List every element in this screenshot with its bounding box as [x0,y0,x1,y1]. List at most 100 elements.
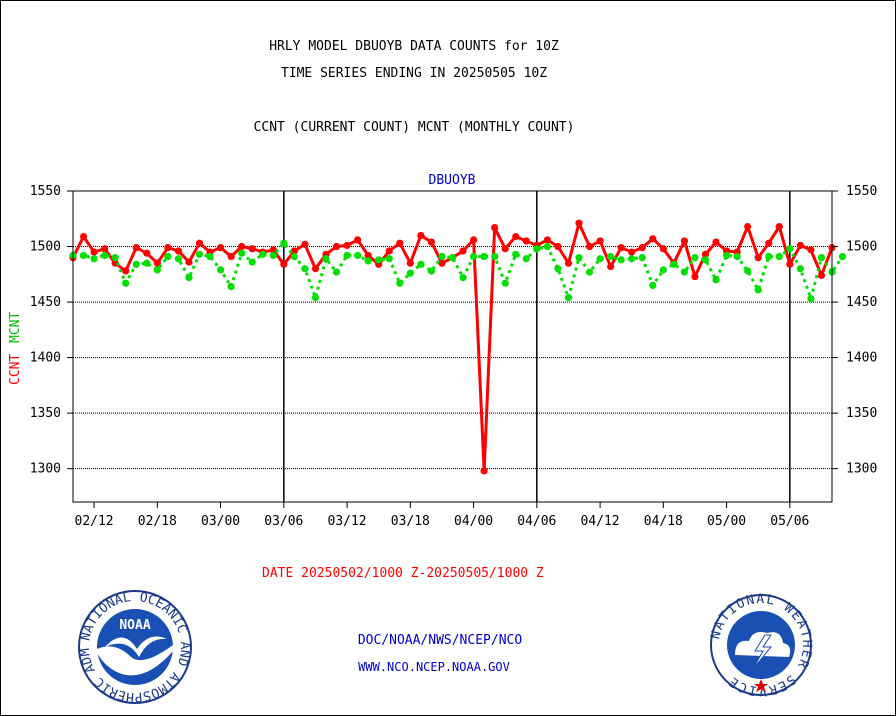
data-point-ccnt [512,232,520,241]
data-point-ccnt [817,271,826,280]
data-point-mcnt [659,266,667,274]
y-tick-label-right: 1550 [846,184,877,199]
data-point-mcnt [153,266,161,274]
data-point-ccnt [227,252,235,261]
data-point-mcnt [649,281,657,290]
y-tick-label-left: 1500 [30,240,61,255]
data-point-mcnt [501,279,509,287]
website-text: WWW.NCO.NCEP.NOAA.GOV [358,660,510,674]
data-point-mcnt [216,266,225,274]
noaa-logo: NATIONAL OCEANIC AND ATMOSPHERIC ADMINIS… [75,587,192,704]
y-tick-label-left: 1300 [30,462,61,477]
noaa-wordmark: NOAA [119,618,150,633]
data-point-ccnt [649,235,657,243]
data-point-ccnt [301,240,309,248]
data-point-mcnt [90,255,98,263]
data-point-mcnt [111,254,119,262]
data-point-ccnt [385,247,393,255]
data-point-ccnt [712,238,720,246]
chart-title-line2: TIME SERIES ENDING IN 20250505 10Z [280,66,548,81]
data-point-mcnt [533,245,541,253]
data-point-ccnt [280,260,288,268]
data-point-mcnt [469,252,478,261]
data-point-ccnt [522,237,530,245]
y-axis-label-mcnt: MCNT [8,312,23,343]
data-point-mcnt [385,255,393,263]
data-point-mcnt [512,250,520,258]
data-point-mcnt [754,286,762,294]
data-point-mcnt [765,252,773,261]
y-tick-label-right: 1300 [846,462,877,477]
data-point-mcnt [786,245,794,253]
data-point-ccnt [659,245,667,253]
nws-logo: NATIONAL WEATHER SERVICE [709,593,813,697]
data-point-ccnt [607,262,615,271]
x-tick-label: 02/12 [75,514,114,529]
y-tick-label-left: 1550 [30,184,61,199]
data-point-ccnt [617,244,625,252]
data-point-ccnt [238,242,246,251]
data-point-mcnt [427,267,436,275]
data-point-mcnt [301,265,309,273]
data-point-mcnt [638,254,646,262]
data-point-ccnt [691,272,699,281]
y-tick-label-right: 1350 [846,406,877,421]
data-point-mcnt [417,260,425,268]
data-point-ccnt [185,258,193,266]
x-tick-label: 03/00 [201,514,240,529]
data-point-mcnt [807,295,815,303]
data-point-mcnt [406,269,414,277]
data-point-ccnt [79,232,88,241]
y-tick-label-left: 1400 [30,351,61,366]
x-tick-label: 05/00 [707,514,746,529]
data-point-mcnt [522,255,530,263]
data-point-ccnt [680,237,689,245]
data-point-ccnt [786,260,794,268]
data-point-ccnt [332,242,341,251]
x-tick-label: 03/12 [328,514,367,529]
y-tick-label-right: 1450 [846,295,877,310]
data-point-mcnt [79,251,88,260]
data-point-ccnt [480,467,488,475]
data-point-ccnt [132,244,140,252]
y-axis-label-ccnt: CCNT [8,354,23,385]
x-tick-label: 04/18 [644,514,683,529]
data-point-mcnt [343,251,351,260]
data-point-ccnt [564,259,573,267]
data-point-mcnt [101,251,109,260]
data-point-ccnt [807,246,815,254]
plot-frame [72,190,833,503]
data-point-mcnt [143,259,151,267]
series-line-mcnt [73,241,844,301]
data-point-mcnt [375,256,383,264]
data-point-ccnt [775,222,783,231]
data-point-mcnt [164,252,172,261]
data-point-mcnt [438,252,446,261]
x-tick-label: 05/06 [770,514,809,529]
data-point-ccnt [491,224,499,232]
y-tick-label-right: 1400 [846,351,877,366]
x-tick-label: 04/06 [517,514,556,529]
data-point-ccnt [406,259,414,267]
data-point-ccnt [575,219,583,227]
data-point-ccnt [311,265,320,273]
data-point-ccnt [290,247,298,255]
data-point-mcnt [722,251,731,260]
date-range-label: DATE 20250502/1000 Z-20250505/1000 Z [262,566,544,581]
data-point-mcnt [206,252,214,261]
data-point-ccnt [269,246,277,254]
data-point-ccnt [143,249,151,257]
data-point-mcnt [448,254,457,262]
data-point-mcnt [227,282,235,291]
data-point-ccnt [585,242,594,251]
data-point-mcnt [838,252,847,261]
x-tick-label: 03/06 [264,514,303,529]
chart-series-title: DBUOYB [429,173,476,188]
data-point-ccnt [417,231,425,240]
data-point-ccnt [153,259,161,267]
data-point-mcnt [585,268,594,276]
data-point-mcnt [491,252,499,261]
data-point-mcnt [796,265,804,273]
data-point-mcnt [775,252,783,261]
y-tick-label-left: 1350 [30,406,61,421]
